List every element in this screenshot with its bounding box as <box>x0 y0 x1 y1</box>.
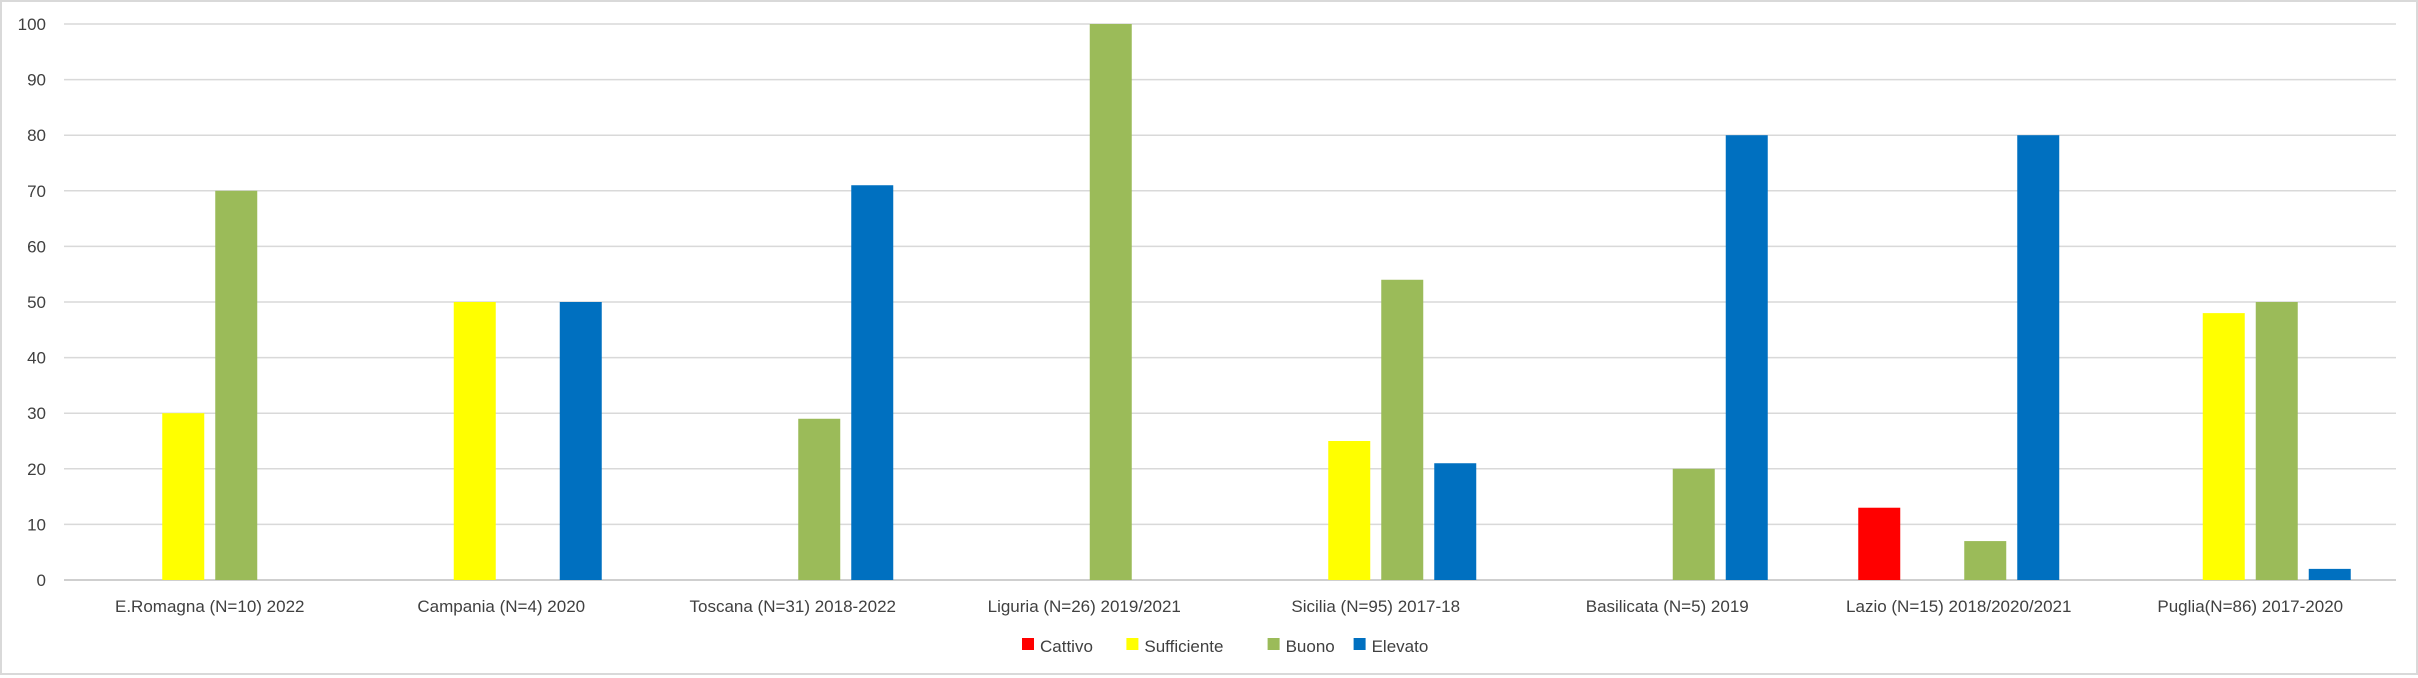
bar-elevato-3 <box>851 185 894 581</box>
legend-label: Cattivo <box>1040 637 1093 656</box>
y-axis-ticks: 0 10 20 30 40 50 60 70 80 90 100 <box>18 15 46 590</box>
y-tick-label: 90 <box>27 71 46 90</box>
bar-elevato-8 <box>2308 568 2351 580</box>
bar-buono-5 <box>1381 279 1424 580</box>
x-tick-label: Toscana (N=31) 2018-2022 <box>690 597 897 616</box>
bar-elevato-6 <box>1725 135 1768 580</box>
bar-cattivo-7 <box>1858 507 1901 580</box>
x-tick-label: Liguria (N=26) 2019/2021 <box>988 597 1181 616</box>
legend-label: Elevato <box>1372 637 1429 656</box>
y-tick-label: 0 <box>37 571 46 590</box>
y-tick-label: 50 <box>27 293 46 312</box>
y-tick-label: 20 <box>27 460 46 479</box>
x-axis-labels: E.Romagna (N=10) 2022 Campania (N=4) 2020… <box>115 597 2343 616</box>
legend-item-cattivo: Cattivo <box>1022 637 1093 656</box>
legend-item-buono: Buono <box>1267 637 1335 656</box>
bars <box>162 24 2351 581</box>
legend-swatch <box>1126 638 1139 650</box>
bar-sufficiente-8 <box>2202 313 2245 580</box>
x-tick-label: Sicilia (N=95) 2017-18 <box>1291 597 1460 616</box>
bar-buono-4 <box>1089 24 1132 580</box>
bar-buono-1 <box>215 190 258 581</box>
bar-buono-7 <box>1964 541 2007 580</box>
legend-swatch <box>1022 638 1034 650</box>
y-tick-label: 80 <box>27 126 46 145</box>
x-tick-label: Campania (N=4) 2020 <box>417 597 585 616</box>
bar-buono-3 <box>798 418 841 580</box>
y-tick-label: 100 <box>18 15 46 34</box>
legend-label: Buono <box>1286 637 1335 656</box>
y-tick-label: 40 <box>27 349 46 368</box>
legend: Cattivo Sufficiente Buono Elevato <box>1022 637 1428 656</box>
bar-elevato-7 <box>2017 135 2060 580</box>
legend-label: Sufficiente <box>1144 637 1223 656</box>
legend-swatch <box>1353 638 1366 650</box>
bar-sufficiente-5 <box>1328 441 1371 580</box>
bar-sufficiente-2 <box>453 302 496 580</box>
x-tick-label: Basilicata (N=5) 2019 <box>1586 597 1749 616</box>
legend-item-elevato: Elevato <box>1353 637 1429 656</box>
x-tick-label: Puglia(N=86) 2017-2020 <box>2157 597 2343 616</box>
y-tick-label: 10 <box>27 515 46 534</box>
bar-elevato-2 <box>559 302 602 580</box>
legend-item-sufficiente: Sufficiente <box>1126 637 1223 656</box>
gridlines <box>64 23 2396 581</box>
x-tick-label: E.Romagna (N=10) 2022 <box>115 597 304 616</box>
y-tick-label: 60 <box>27 237 46 256</box>
y-tick-label: 70 <box>27 182 46 201</box>
y-tick-label: 30 <box>27 404 46 423</box>
bar-elevato-5 <box>1434 463 1477 580</box>
bar-buono-6 <box>1672 468 1715 580</box>
legend-swatch <box>1267 638 1280 650</box>
bar-sufficiente-1 <box>162 413 205 580</box>
bar-buono-8 <box>2255 302 2298 580</box>
x-tick-label: Lazio (N=15) 2018/2020/2021 <box>1846 597 2071 616</box>
